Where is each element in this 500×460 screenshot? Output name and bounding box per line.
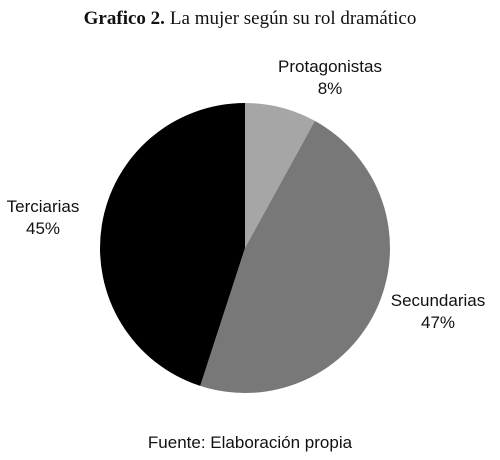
slice-label: Protagonistas bbox=[278, 57, 382, 76]
slice-label: Secundarias bbox=[391, 291, 486, 310]
title-text: La mujer según su rol dramático bbox=[170, 8, 416, 29]
value-label: 8% bbox=[318, 79, 343, 98]
title-label: Grafico 2. bbox=[84, 8, 165, 29]
value-label: 47% bbox=[421, 313, 455, 332]
pie-slice bbox=[200, 120, 390, 393]
slice-label: Terciarias bbox=[7, 197, 80, 216]
pie-slice bbox=[245, 103, 315, 248]
source: Fuente: Elaboración propia bbox=[148, 433, 353, 452]
pie-slice bbox=[100, 103, 245, 386]
title: Grafico 2. La mujer según su rol dramátic… bbox=[84, 8, 417, 29]
value-label: 45% bbox=[26, 219, 60, 238]
